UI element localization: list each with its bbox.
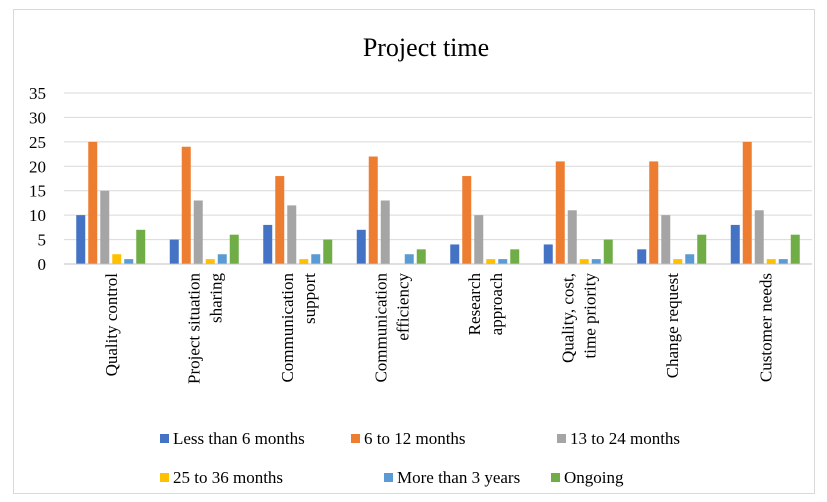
bar (217, 254, 227, 264)
bar (685, 254, 695, 264)
bars (76, 141, 800, 264)
y-tick-label: 0 (38, 255, 47, 274)
legend-item: 13 to 24 months (557, 429, 680, 448)
category-label: Project situation (184, 273, 203, 384)
category-label: Change request (663, 273, 682, 379)
bar (404, 254, 414, 264)
bar (637, 249, 647, 264)
bar (169, 239, 179, 264)
bar (193, 200, 203, 264)
bar (603, 239, 613, 264)
category-label: approach (487, 273, 506, 336)
y-tick-label: 35 (29, 84, 46, 103)
bar (742, 141, 752, 264)
bar (287, 205, 297, 264)
bar (229, 234, 239, 264)
bar (579, 259, 589, 264)
bar (543, 244, 553, 264)
bar (591, 259, 601, 264)
bar (356, 229, 366, 264)
bar (498, 259, 508, 264)
legend-swatch (384, 473, 393, 482)
category-label: Research (465, 273, 484, 336)
bar (380, 200, 390, 264)
bar (790, 234, 800, 264)
legend-label: More than 3 years (397, 468, 520, 487)
bar (76, 215, 86, 264)
bar (754, 210, 764, 264)
bar (112, 254, 122, 264)
category-label: Quality control (102, 273, 121, 377)
bar (778, 259, 788, 264)
bar (510, 249, 520, 264)
category-label: time priority (580, 273, 599, 359)
legend-label: 13 to 24 months (570, 429, 680, 448)
bar (462, 176, 472, 264)
legend-item: Less than 6 months (160, 429, 305, 448)
legend-label: Less than 6 months (173, 429, 305, 448)
bar (275, 176, 285, 264)
bar (567, 210, 577, 264)
bar (263, 224, 273, 264)
bar (474, 215, 484, 264)
legend: Less than 6 months 6 to 12 months 13 to 24… (160, 429, 680, 487)
bar (124, 259, 134, 264)
legend-item: 25 to 36 months (160, 468, 283, 487)
bar-chart: Project time 0 5 10 15 20 25 30 35 Quality cont… (29, 33, 812, 487)
bar (299, 259, 309, 264)
y-tick-label: 15 (29, 182, 46, 201)
category-label: efficiency (393, 273, 412, 341)
bar (205, 259, 215, 264)
bar (450, 244, 460, 264)
legend-item: Ongoing (551, 468, 624, 487)
y-tick-label: 5 (38, 231, 47, 250)
category-label: Communication (371, 273, 390, 383)
category-label: sharing (206, 273, 225, 324)
bar (323, 239, 333, 264)
bar (555, 161, 565, 264)
gridlines (64, 92, 812, 241)
category-labels: Quality control Project situation sharing C… (102, 273, 776, 384)
legend-label: 6 to 12 months (364, 429, 466, 448)
y-tick-label: 25 (29, 133, 46, 152)
legend-item: More than 3 years (384, 468, 520, 487)
y-axis-ticks: 0 5 10 15 20 25 30 35 (29, 84, 46, 274)
bar (673, 259, 683, 264)
bar (311, 254, 321, 264)
y-tick-label: 20 (29, 157, 46, 176)
chart-frame: Project time 0 5 10 15 20 25 30 35 Quality cont… (13, 9, 815, 494)
bar (649, 161, 659, 264)
category-label: support (300, 273, 319, 324)
bar (661, 215, 671, 264)
legend-swatch (557, 434, 566, 443)
bar (181, 146, 191, 264)
y-tick-label: 30 (29, 108, 46, 127)
bar (766, 259, 776, 264)
bar (368, 156, 378, 264)
y-tick-label: 10 (29, 206, 46, 225)
bar (697, 234, 707, 264)
legend-swatch (551, 473, 560, 482)
category-label: Customer needs (756, 273, 775, 382)
legend-swatch (160, 473, 169, 482)
legend-swatch (160, 434, 169, 443)
category-label: Communication (278, 273, 297, 383)
legend-swatch (351, 434, 360, 443)
bar (88, 141, 98, 264)
bar (730, 224, 740, 264)
legend-item: 6 to 12 months (351, 429, 466, 448)
bar (486, 259, 496, 264)
chart-title: Project time (363, 33, 489, 62)
legend-label: Ongoing (564, 468, 624, 487)
bar (416, 249, 426, 264)
legend-label: 25 to 36 months (173, 468, 283, 487)
category-label: Quality, cost, (558, 273, 577, 363)
bar (100, 190, 110, 264)
bar (136, 229, 146, 264)
